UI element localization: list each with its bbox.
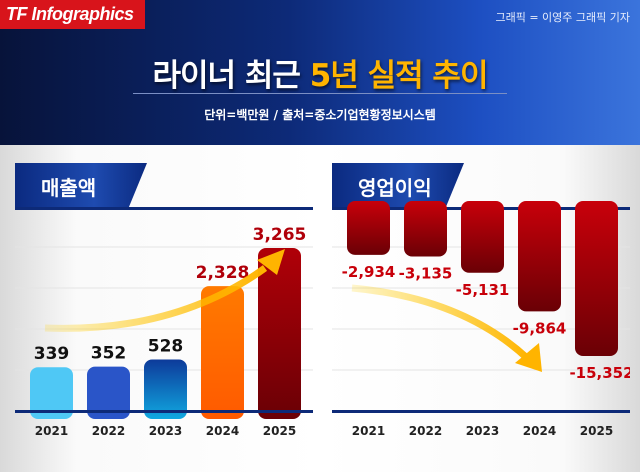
arrow-head-icon bbox=[515, 343, 542, 372]
subtitle: 단위=백만원 / 출처=중소기업현황정보시스템 bbox=[204, 108, 436, 122]
trend-arrow bbox=[44, 265, 268, 332]
profit-svg: -2,934 2021 -3,135 2022 -5,131 2023 -9,864 2024… bbox=[332, 201, 630, 438]
data-label: 352 bbox=[91, 344, 127, 364]
data-label: -9,864 bbox=[513, 319, 567, 337]
chart-title: 매출액 bbox=[15, 163, 147, 208]
header-banner: TF Infographics 그래픽 = 이영주 그래픽 기자 라이너 최근 … bbox=[0, 0, 640, 145]
data-label: -5,131 bbox=[456, 281, 510, 299]
trend-arrow bbox=[351, 284, 530, 361]
data-label: -15,352 bbox=[569, 364, 630, 382]
revenue-svg: 339 2021 352 2022 528 2023 2,328 2024 3,265 2025 bbox=[15, 225, 313, 438]
page-title: 라이너 최근 5년 실적 추이 bbox=[0, 50, 640, 95]
arrow-head-icon bbox=[257, 249, 285, 275]
operating-profit-chart: 영업이익 -2,934 2021 -3,135 2022 -5,131 2023 -9,86… bbox=[332, 163, 630, 438]
title-highlight: 5년 실적 추이 bbox=[309, 58, 489, 94]
x-tick-label: 2025 bbox=[263, 424, 296, 438]
data-label: 528 bbox=[148, 336, 184, 356]
bar-2024 bbox=[201, 286, 244, 419]
credit-text: 그래픽 = 이영주 그래픽 기자 bbox=[495, 11, 630, 24]
divider bbox=[133, 93, 507, 94]
title-main: 라이너 최근 bbox=[152, 58, 310, 94]
x-tick-label: 2023 bbox=[149, 424, 182, 438]
baseline bbox=[15, 410, 313, 413]
divider bbox=[15, 207, 313, 210]
data-label: 2,328 bbox=[196, 263, 250, 283]
data-label: -3,135 bbox=[399, 265, 453, 283]
bar-2023 bbox=[461, 201, 504, 273]
baseline bbox=[332, 410, 630, 413]
bar-2024 bbox=[518, 201, 561, 312]
x-tick-label: 2025 bbox=[580, 424, 613, 438]
data-label: -2,934 bbox=[342, 263, 396, 281]
x-tick-label: 2021 bbox=[35, 424, 68, 438]
bar-2021 bbox=[347, 201, 390, 255]
chart-title: 영업이익 bbox=[332, 163, 464, 208]
x-tick-label: 2023 bbox=[466, 424, 499, 438]
bar-2022 bbox=[87, 366, 130, 419]
logo: TF Infographics bbox=[0, 0, 145, 29]
revenue-chart: 매출액 339 2021 352 2022 528 2023 2,328 2024 3,265 2… bbox=[15, 163, 313, 438]
x-tick-label: 2022 bbox=[409, 424, 442, 438]
bar-2022 bbox=[404, 201, 447, 257]
data-label: 3,265 bbox=[253, 225, 307, 245]
x-tick-label: 2022 bbox=[92, 424, 125, 438]
x-tick-label: 2024 bbox=[206, 424, 239, 438]
bar-2025 bbox=[258, 248, 301, 419]
x-tick-label: 2024 bbox=[523, 424, 556, 438]
bar-2025 bbox=[575, 201, 618, 356]
bar-2021 bbox=[30, 367, 73, 419]
x-tick-label: 2021 bbox=[352, 424, 385, 438]
data-label: 339 bbox=[34, 344, 70, 364]
bar-2023 bbox=[144, 359, 187, 419]
